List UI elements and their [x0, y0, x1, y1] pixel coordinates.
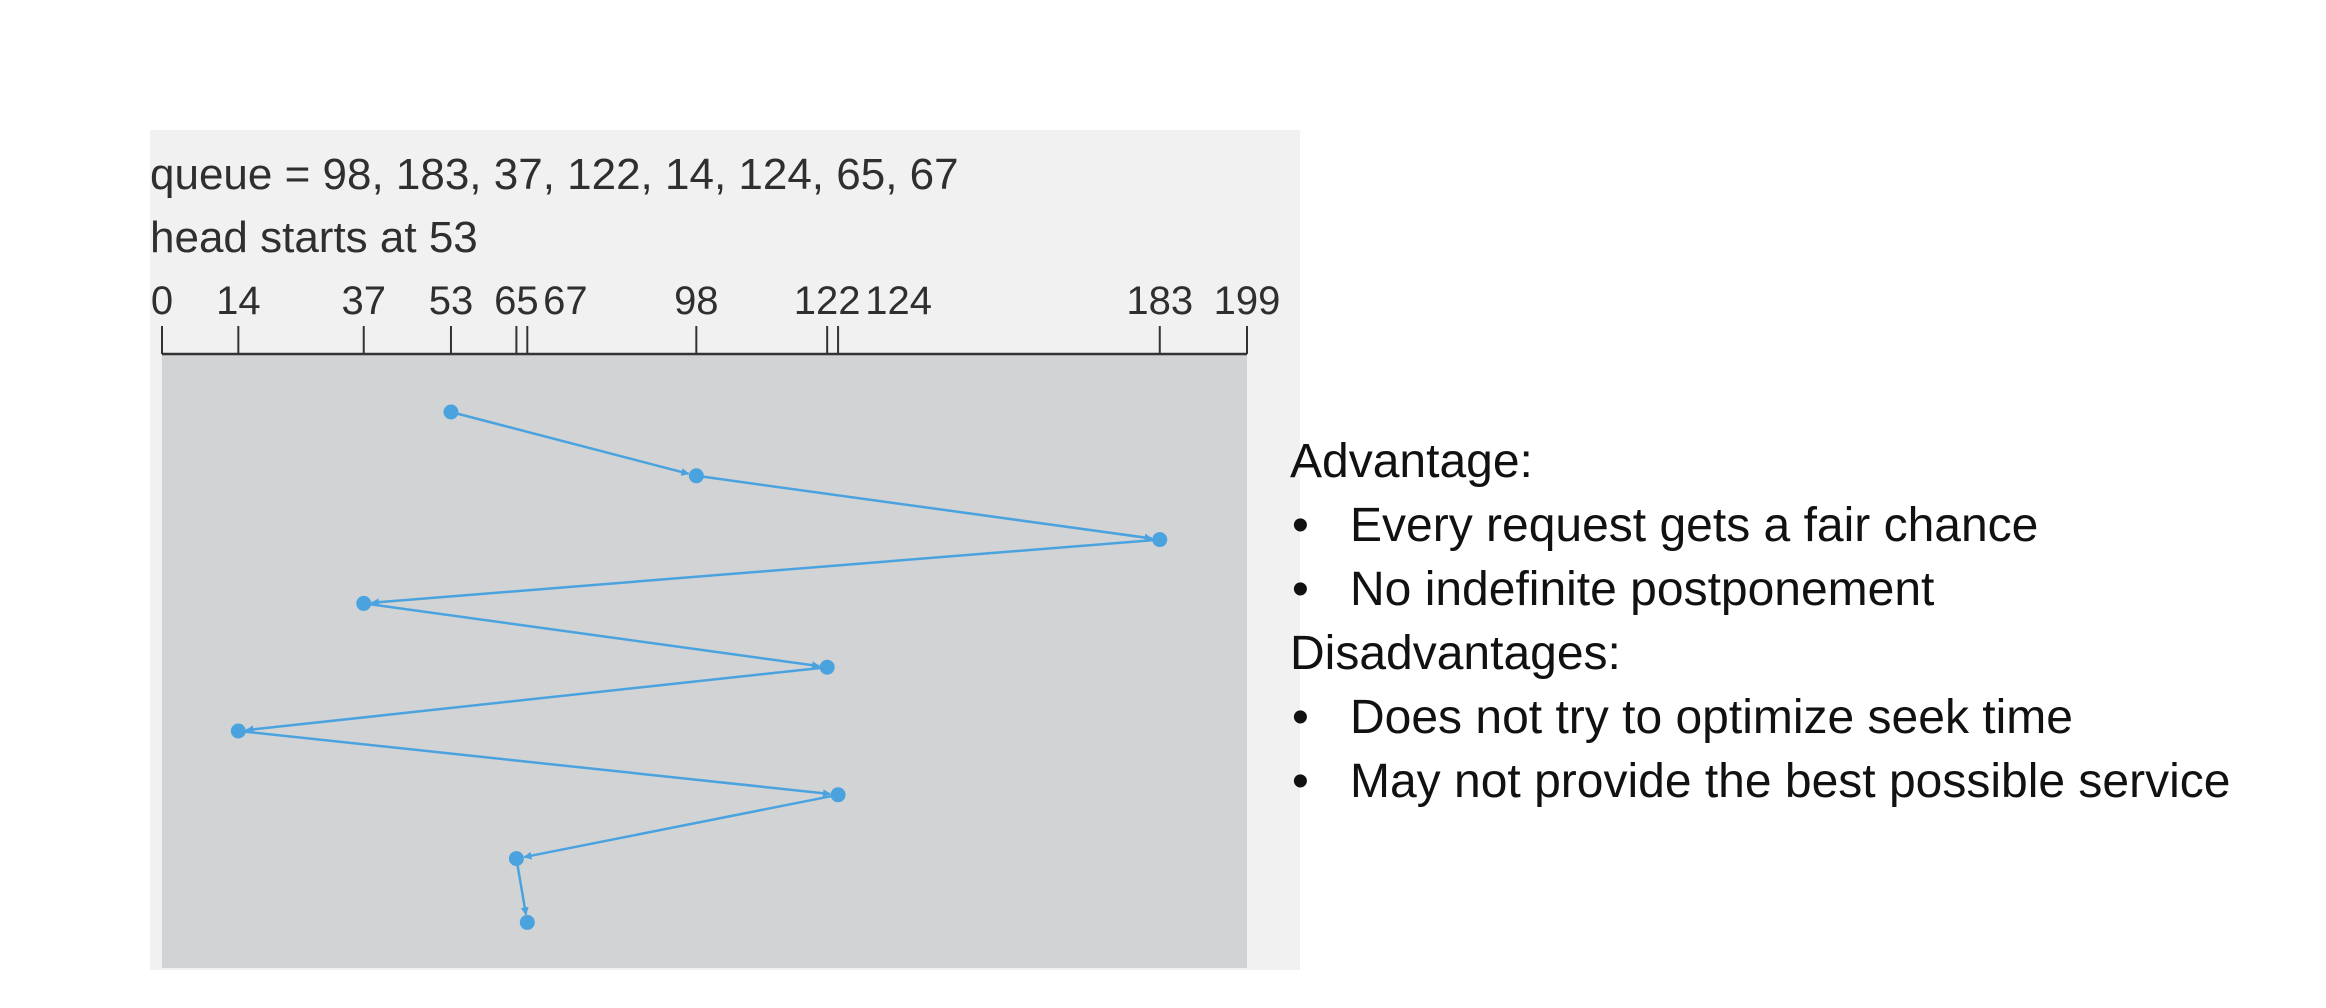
path-segment	[696, 474, 1153, 542]
path-segment	[450, 410, 690, 476]
path-segment	[363, 602, 821, 670]
path-segment	[238, 729, 831, 798]
tick-label: 124	[865, 279, 932, 323]
axis: 0 14 37 53 65 67 98 122 124 183 199	[151, 279, 1281, 356]
path-segment	[523, 793, 839, 860]
bullet-icon: •	[1292, 499, 1309, 552]
path-segment	[370, 538, 1160, 607]
tick-label: 67	[543, 279, 588, 323]
tick-label: 65	[494, 279, 539, 323]
advantage-text: No indefinite postponement	[1350, 563, 1935, 616]
advantage-item: • No indefinite postponement	[1290, 558, 2230, 622]
disadvantage-heading: Disadvantages:	[1290, 627, 1621, 680]
request-point	[443, 404, 459, 420]
head-start-text: head starts at 53	[150, 213, 478, 262]
bullet-icon: •	[1292, 691, 1309, 744]
path-segment	[245, 665, 828, 734]
advantage-text: Every request gets a fair chance	[1350, 499, 2039, 552]
request-point	[230, 723, 246, 739]
disadvantage-text: May not provide the best possible servic…	[1350, 755, 2231, 808]
head-movement-path	[230, 404, 1168, 930]
disadvantage-item: • May not provide the best possible servi…	[1290, 750, 2230, 814]
tick-label: 183	[1126, 279, 1193, 323]
tick-label: 199	[1214, 279, 1281, 323]
request-point	[519, 914, 535, 930]
tick-label: 0	[151, 279, 173, 323]
advantage-item: • Every request gets a fair chance	[1290, 494, 2230, 558]
request-point	[508, 851, 524, 867]
disadvantage-text: Does not try to optimize seek time	[1350, 691, 2073, 744]
tick-label: 53	[429, 279, 474, 323]
tick-label: 98	[674, 279, 719, 323]
bullet-icon: •	[1292, 563, 1309, 616]
advantage-heading: Advantage:	[1290, 435, 1533, 488]
request-point	[819, 659, 835, 675]
tick-label: 122	[794, 279, 861, 323]
notes-panel: Advantage: • Every request gets a fair ch…	[1290, 430, 2230, 814]
request-point	[1152, 532, 1168, 548]
tick-label: 14	[216, 279, 261, 323]
request-point	[830, 787, 846, 803]
queue-text: queue = 98, 183, 37, 122, 14, 124, 65, 6…	[150, 150, 959, 199]
path-segment	[515, 858, 529, 916]
tick-label: 37	[341, 279, 386, 323]
request-point	[688, 468, 704, 484]
bullet-icon: •	[1292, 755, 1309, 808]
disadvantage-item: • Does not try to optimize seek time	[1290, 686, 2230, 750]
request-point	[356, 595, 372, 611]
plot-panel	[162, 354, 1247, 968]
